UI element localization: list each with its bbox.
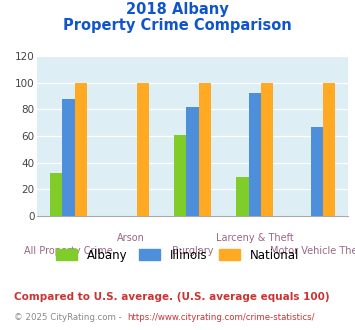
Bar — [199, 83, 211, 216]
Text: © 2025 CityRating.com -: © 2025 CityRating.com - — [14, 313, 125, 322]
Text: Compared to U.S. average. (U.S. average equals 100): Compared to U.S. average. (U.S. average … — [14, 292, 330, 302]
Bar — [311, 127, 323, 216]
Bar — [75, 83, 87, 216]
Bar — [137, 83, 149, 216]
Bar — [323, 83, 335, 216]
Bar — [62, 99, 75, 216]
Bar — [248, 93, 261, 216]
Text: Burglary: Burglary — [172, 246, 213, 256]
Bar — [236, 178, 248, 216]
Bar — [261, 83, 273, 216]
Text: Arson: Arson — [116, 233, 144, 243]
Text: All Property Crime: All Property Crime — [24, 246, 113, 256]
Text: Larceny & Theft: Larceny & Theft — [216, 233, 294, 243]
Bar — [174, 135, 186, 216]
Text: Motor Vehicle Theft: Motor Vehicle Theft — [269, 246, 355, 256]
Bar — [186, 107, 199, 216]
Text: Property Crime Comparison: Property Crime Comparison — [63, 18, 292, 33]
Legend: Albany, Illinois, National: Albany, Illinois, National — [51, 244, 304, 266]
Text: 2018 Albany: 2018 Albany — [126, 2, 229, 16]
Text: https://www.cityrating.com/crime-statistics/: https://www.cityrating.com/crime-statist… — [127, 313, 315, 322]
Bar — [50, 174, 62, 216]
